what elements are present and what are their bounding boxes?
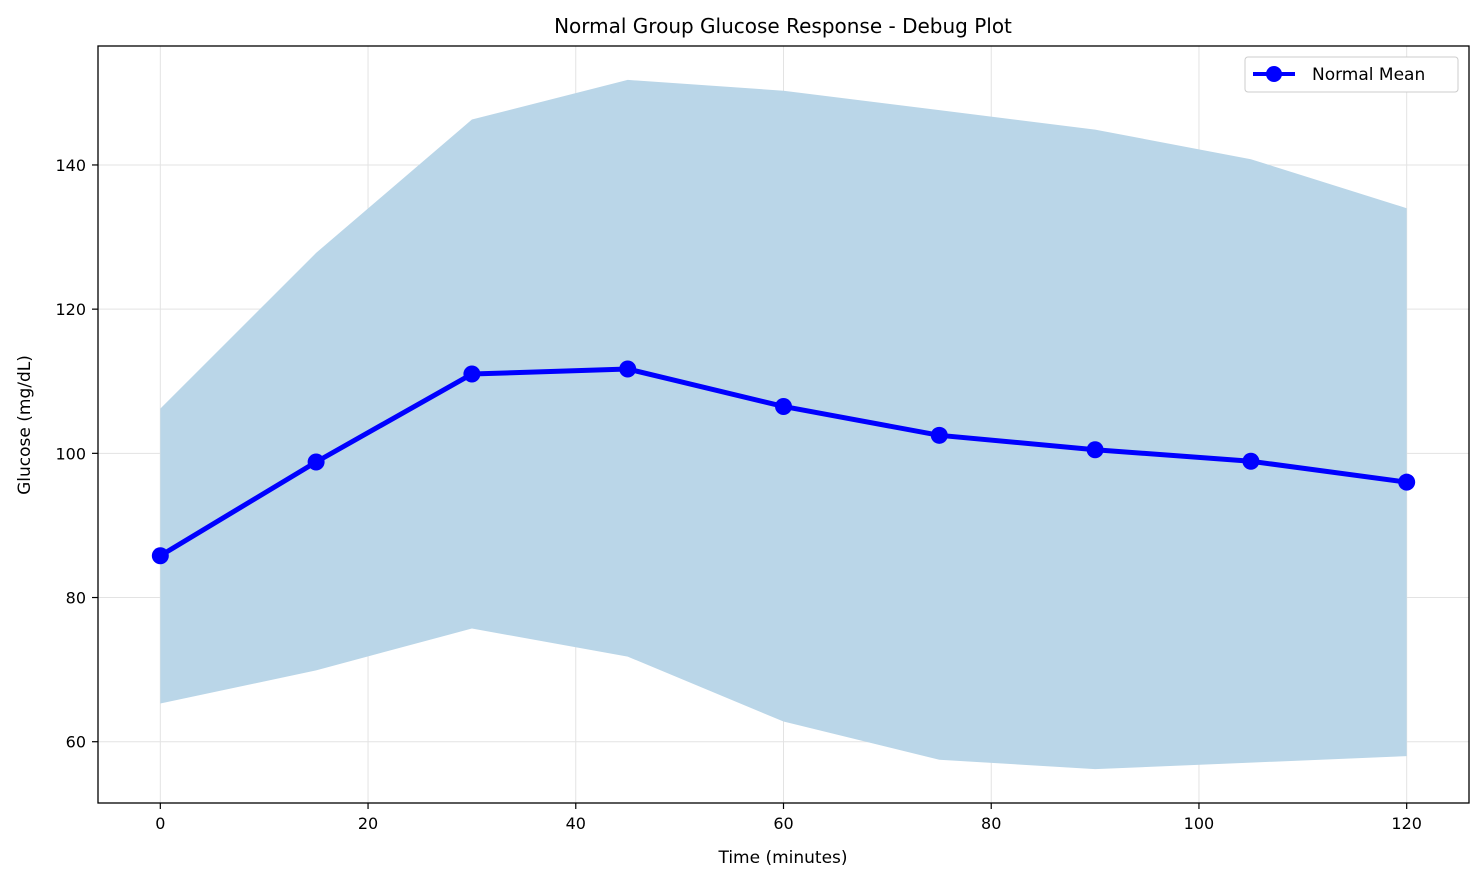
- chart-title: Normal Group Glucose Response - Debug Pl…: [554, 14, 1012, 38]
- std-band: [160, 79, 1407, 770]
- legend-label: Normal Mean: [1312, 65, 1425, 85]
- std-band-area: [160, 79, 1407, 770]
- x-tick-label: 0: [155, 814, 165, 833]
- x-tick-label: 120: [1391, 814, 1422, 833]
- y-tick-label: 120: [55, 300, 86, 319]
- series-layer: [151, 360, 1416, 565]
- x-tick-label: 60: [773, 814, 793, 833]
- data-point: [463, 365, 481, 383]
- y-tick-label: 140: [55, 156, 86, 175]
- y-axis: 60 80 100 120 140: [55, 156, 98, 752]
- legend-box: [1244, 56, 1459, 93]
- data-point: [1086, 441, 1104, 459]
- x-tick-label: 20: [358, 814, 378, 833]
- data-point: [1398, 473, 1416, 491]
- y-tick-label: 80: [66, 589, 86, 608]
- x-tick-label: 80: [981, 814, 1001, 833]
- data-point: [930, 426, 948, 444]
- x-axis-label: Time (minutes): [717, 848, 847, 868]
- y-axis-label: Glucose (mg/dL): [15, 355, 35, 495]
- legend: Normal Mean: [1244, 56, 1459, 93]
- data-point: [775, 397, 792, 415]
- legend-dot-marker: [1266, 66, 1282, 82]
- x-axis: 0 20 40 60 80 100 120: [155, 803, 1422, 833]
- data-point: [1242, 452, 1260, 470]
- y-tick-label: 60: [66, 733, 86, 752]
- y-tick-label: 100: [55, 444, 86, 463]
- data-point: [307, 453, 325, 471]
- x-tick-label: 100: [1184, 814, 1215, 833]
- data-point: [619, 360, 637, 378]
- x-tick-label: 40: [566, 814, 586, 833]
- data-point: [151, 547, 169, 565]
